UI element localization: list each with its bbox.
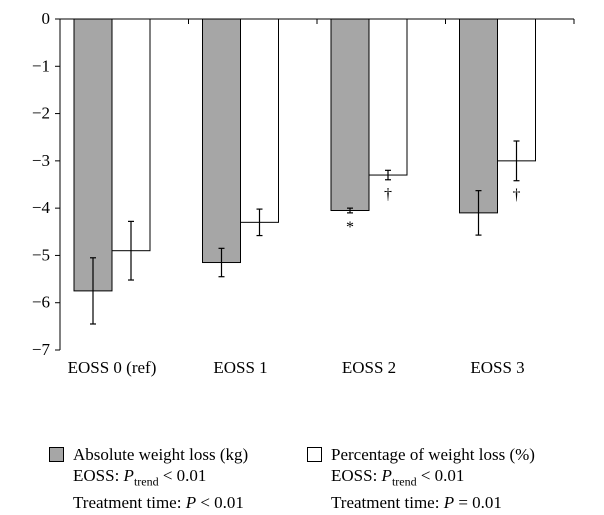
y-tick-label: −4	[32, 198, 51, 217]
y-tick-label: −7	[32, 340, 51, 359]
legend-time-percentage: Treatment time: P = 0.01	[331, 493, 502, 513]
bar	[111, 18, 151, 252]
bar	[240, 18, 279, 223]
category-label: EOSS 3	[470, 358, 524, 377]
y-tick-label: −5	[32, 245, 50, 264]
legend-eoss-percentage: EOSS: Ptrend < 0.01	[331, 466, 465, 489]
category-label: EOSS 0 (ref)	[68, 358, 157, 377]
legend-label-percentage: Percentage of weight loss (%)	[331, 445, 535, 464]
bar	[368, 18, 408, 176]
bar	[73, 18, 113, 292]
legend-swatch-percentage	[307, 447, 322, 462]
significance-marker: †	[513, 187, 521, 204]
y-tick-label: −1	[32, 56, 50, 75]
bar-chart: * † † 0 −1 −2 −3 −4 −5 −6 −7 EOSS 0 (ref) EOSS 1 EOSS…	[32, 9, 575, 377]
legend-time-absolute: Treatment time: P < 0.01	[73, 493, 244, 513]
category-label: EOSS 1	[213, 358, 267, 377]
category-label: EOSS 2	[342, 358, 396, 377]
y-tick-label: −3	[32, 151, 50, 170]
y-tick-label: 0	[42, 9, 51, 28]
bar	[330, 18, 370, 212]
bar	[202, 18, 241, 264]
legend-swatch-absolute	[49, 447, 64, 462]
significance-marker: *	[346, 219, 354, 236]
bar	[459, 18, 498, 214]
significance-marker: †	[384, 186, 392, 203]
y-tick-label: −6	[32, 293, 50, 312]
legend-eoss-absolute: EOSS: Ptrend < 0.01	[73, 466, 207, 489]
y-tick-label: −2	[32, 104, 50, 123]
bar	[497, 18, 536, 162]
legend-label-absolute: Absolute weight loss (kg)	[73, 445, 249, 464]
